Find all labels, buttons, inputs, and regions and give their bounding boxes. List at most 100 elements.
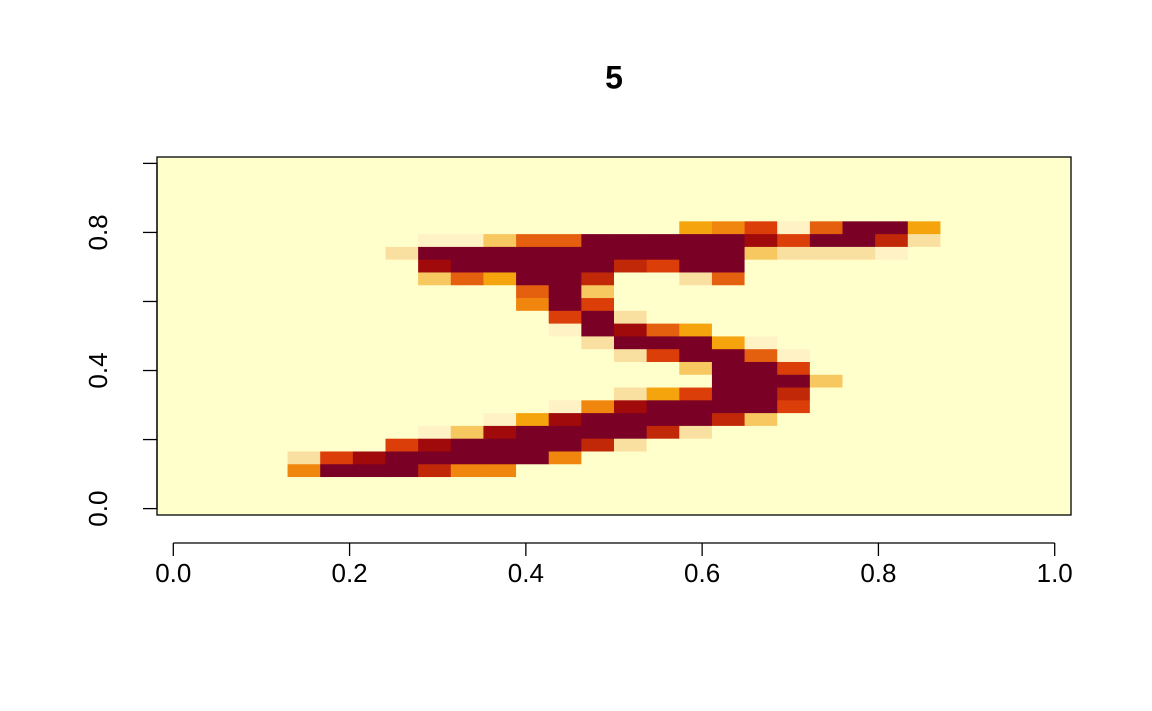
heat-cell xyxy=(352,169,386,183)
heat-cell xyxy=(352,476,386,490)
heat-cell xyxy=(679,502,713,516)
heat-cell xyxy=(614,220,648,235)
heat-cell xyxy=(646,323,680,337)
heat-cell xyxy=(973,425,1007,439)
heat-cell xyxy=(842,425,876,439)
heat-cell xyxy=(614,208,648,222)
heat-cell xyxy=(777,361,811,375)
heat-cell xyxy=(156,169,191,183)
heat-cell xyxy=(287,169,321,183)
heat-cell xyxy=(1005,169,1039,183)
heat-cell xyxy=(842,297,876,311)
heat-cell xyxy=(418,412,452,426)
heat-cell xyxy=(581,374,615,388)
heat-cell xyxy=(254,156,288,171)
heat-cell xyxy=(516,451,550,465)
heat-cell xyxy=(744,399,778,414)
heat-cell xyxy=(809,438,843,452)
heat-cell xyxy=(809,220,843,235)
heat-cell xyxy=(711,399,745,414)
heat-cell xyxy=(548,451,582,465)
heat-cell xyxy=(352,336,386,350)
heat-cell xyxy=(744,246,778,260)
heat-cell xyxy=(189,502,223,516)
heat-cell xyxy=(254,284,288,299)
heat-cell xyxy=(875,399,909,414)
heat-cell xyxy=(156,284,191,299)
heat-cell xyxy=(516,297,550,311)
heat-cell xyxy=(483,323,517,337)
heat-cell xyxy=(516,284,550,299)
heat-cell xyxy=(875,451,909,465)
heat-cell xyxy=(875,323,909,337)
heat-cell xyxy=(744,361,778,375)
heat-cell xyxy=(777,412,811,426)
heat-cell xyxy=(418,463,452,478)
heat-cell xyxy=(516,502,550,516)
heat-cell xyxy=(254,323,288,337)
heat-cell xyxy=(156,195,191,209)
chart-title: 5 xyxy=(605,59,623,95)
heat-cell xyxy=(287,425,321,439)
heat-cell xyxy=(973,182,1007,196)
heat-cell xyxy=(614,374,648,388)
heat-cell xyxy=(254,374,288,388)
heat-cell xyxy=(1005,310,1039,324)
heat-cell xyxy=(875,208,909,222)
heat-cell xyxy=(156,438,191,452)
heat-cell xyxy=(875,463,909,478)
heat-cell xyxy=(320,387,354,401)
heat-cell xyxy=(711,195,745,209)
heat-cell xyxy=(581,195,615,209)
heat-cell xyxy=(548,502,582,516)
heat-cell xyxy=(222,489,256,503)
heat-cell xyxy=(287,438,321,452)
heat-cell xyxy=(907,438,941,452)
heat-cell xyxy=(352,502,386,516)
heat-cell xyxy=(548,412,582,426)
heat-cell xyxy=(483,361,517,375)
heat-cell xyxy=(646,412,680,426)
heat-cell xyxy=(320,412,354,426)
x-tick-label: 0.6 xyxy=(684,558,720,588)
heat-cell xyxy=(581,399,615,414)
heat-cell xyxy=(222,502,256,516)
heat-cell xyxy=(352,348,386,362)
heat-cell xyxy=(254,220,288,235)
heat-cell xyxy=(1005,425,1039,439)
heat-cell xyxy=(548,489,582,503)
heat-cell xyxy=(189,476,223,490)
heat-cell xyxy=(777,502,811,516)
heat-cell xyxy=(777,208,811,222)
heat-cell xyxy=(352,387,386,401)
heat-cell xyxy=(744,220,778,235)
heat-cell xyxy=(614,387,648,401)
heat-cell xyxy=(418,220,452,235)
heat-cell xyxy=(254,412,288,426)
heat-cell xyxy=(352,182,386,196)
heat-cell xyxy=(973,233,1007,247)
heat-cell xyxy=(646,195,680,209)
heat-cell xyxy=(744,323,778,337)
heat-cell xyxy=(189,438,223,452)
heat-cell xyxy=(156,489,191,503)
heat-cell xyxy=(940,374,974,388)
heat-cell xyxy=(516,272,550,286)
heat-cell xyxy=(842,502,876,516)
heat-cell xyxy=(875,169,909,183)
heat-cell xyxy=(1005,233,1039,247)
heat-cell xyxy=(352,297,386,311)
heat-cell xyxy=(614,272,648,286)
heat-cell xyxy=(711,476,745,490)
heat-cell xyxy=(711,348,745,362)
heat-cell xyxy=(842,156,876,171)
heat-cell xyxy=(450,374,484,388)
heat-cell xyxy=(385,348,419,362)
heat-cell xyxy=(842,412,876,426)
heat-cell xyxy=(483,348,517,362)
heat-cell xyxy=(483,297,517,311)
heat-cell xyxy=(222,451,256,465)
heat-cell xyxy=(711,169,745,183)
heat-cell xyxy=(320,463,354,478)
heat-cell xyxy=(875,387,909,401)
